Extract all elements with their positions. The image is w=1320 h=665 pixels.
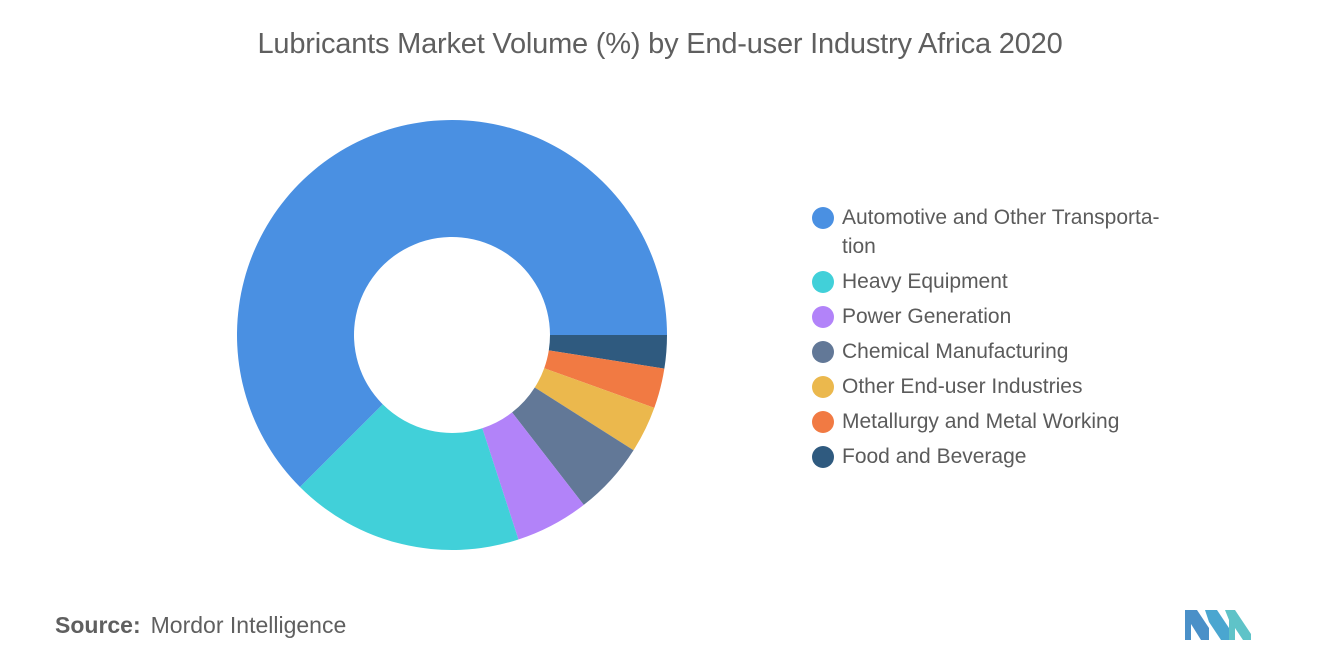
legend-swatch: [812, 271, 834, 293]
donut-slice-food-and-beverage: [548, 335, 667, 369]
donut-slices: [236, 120, 667, 551]
legend-item-metallurgy-and-metal-working: Metallurgy and Metal Working: [812, 407, 1192, 436]
legend-label: Automotive and Other Transporta-tion: [842, 206, 1160, 258]
chart-legend: Automotive and Other Transporta-tion Heav…: [812, 203, 1192, 477]
source-label: Source:: [55, 612, 141, 638]
legend-label: Other End-user Industries: [842, 375, 1083, 398]
donut-slice-other-end-user-industries: [534, 368, 655, 451]
mordor-intelligence-logo-icon: [1185, 610, 1251, 640]
legend-label: Power Generation: [842, 305, 1012, 328]
legend-label: Food and Beverage: [842, 445, 1027, 468]
legend-label: Heavy Equipment: [842, 270, 1008, 293]
legend-swatch: [812, 446, 834, 468]
legend-item-automotive-and-other-transporta-tion: Automotive and Other Transporta-tion: [812, 203, 1192, 261]
donut-slice-power-generation: [482, 412, 584, 540]
legend-item-heavy-equipment: Heavy Equipment: [812, 267, 1192, 296]
source-value: Mordor Intelligence: [150, 612, 347, 638]
donut-slice-metallurgy-and-metal-working: [544, 350, 665, 408]
source-note: Source: Mordor Intelligence: [55, 612, 346, 639]
donut-slice-chemical-manufacturing: [512, 387, 634, 505]
legend-item-chemical-manufacturing: Chemical Manufacturing: [812, 337, 1192, 366]
legend-item-other-end-user-industries: Other End-user Industries: [812, 372, 1192, 401]
legend-item-power-generation: Power Generation: [812, 302, 1192, 331]
legend-swatch: [812, 306, 834, 328]
donut-slice-heavy-equipment: [299, 404, 519, 551]
legend-swatch: [812, 341, 834, 363]
legend-label: Chemical Manufacturing: [842, 340, 1069, 363]
legend-swatch: [812, 411, 834, 433]
legend-swatch: [812, 376, 834, 398]
legend-swatch: [812, 207, 834, 229]
legend-item-food-and-beverage: Food and Beverage: [812, 442, 1192, 471]
donut-slice-automotive-and-other-transporta-tion: [236, 120, 667, 488]
legend-label: Metallurgy and Metal Working: [842, 410, 1120, 433]
chart-title: Lubricants Market Volume (%) by End-user…: [257, 28, 1063, 60]
